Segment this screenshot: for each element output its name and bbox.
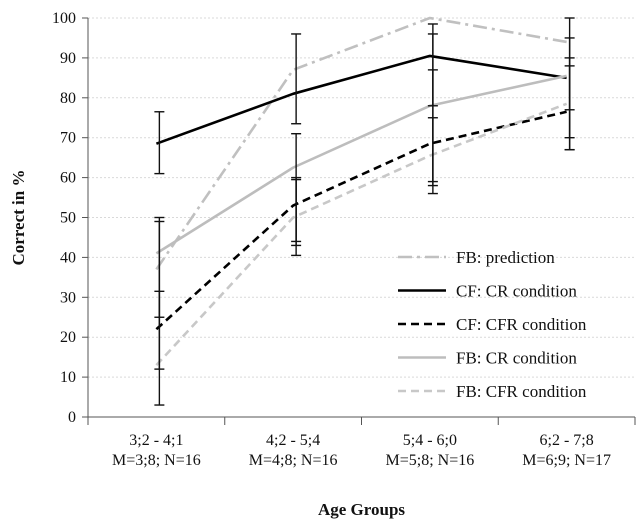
y-tick-label: 40	[60, 249, 76, 266]
x-tick-label: 5;4 - 6;0	[403, 432, 457, 449]
series-line-cf-cr-condition	[155, 54, 567, 145]
x-tick-sublabel: M=4;8; N=16	[249, 452, 338, 469]
y-axis-title: Correct in %	[9, 170, 28, 266]
x-tick-label: 3;2 - 4;1	[129, 432, 183, 449]
x-axis-title: Age Groups	[318, 500, 405, 519]
legend-label-cf-cr-condition: CF: CR condition	[456, 282, 577, 301]
series-line-fb-prediction	[155, 16, 567, 271]
series-line-fb-cr-condition	[155, 74, 567, 255]
y-tick-label: 30	[60, 289, 76, 306]
y-tick-label: 70	[60, 130, 76, 147]
x-tick-sublabel: M=6;9; N=17	[522, 452, 611, 469]
y-tick-label: 90	[60, 50, 76, 67]
error-bars	[154, 17, 575, 406]
y-tick-label: 60	[60, 170, 76, 187]
legend: FB: prediction CF: CR condition CF: CFR co…	[398, 248, 587, 401]
y-tick-label: 50	[60, 210, 76, 227]
y-tick-labels: 0 10 20 30 40 50 60 70 80 90 100	[52, 10, 76, 426]
legend-label-fb-cfr-condition: FB: CFR condition	[456, 382, 587, 401]
y-tick-label: 10	[60, 369, 76, 386]
x-tick-sublabel: M=5;8; N=16	[386, 452, 475, 469]
y-tick-label: 100	[52, 10, 76, 27]
axes	[82, 17, 636, 425]
legend-label-fb-prediction: FB: prediction	[456, 248, 555, 267]
series-line-fb-cfr-condition	[155, 102, 568, 367]
x-tick-sublabel: M=3;8; N=16	[112, 452, 201, 469]
x-tick-labels: 3;2 - 4;1 M=3;8; N=16 4;2 - 5;4 M=4;8; N=16…	[112, 432, 611, 469]
series-line-cf-cfr-condition	[155, 110, 567, 331]
legend-label-fb-cr-condition: FB: CR condition	[456, 349, 577, 368]
y-tick-label: 0	[68, 409, 76, 426]
legend-label-cf-cfr-condition: CF: CFR condition	[456, 315, 587, 334]
x-tick-label: 6;2 - 7;8	[540, 432, 594, 449]
x-tick-label: 4;2 - 5;4	[266, 432, 320, 449]
series-lines	[155, 16, 568, 367]
y-tick-label: 20	[60, 329, 76, 346]
y-tick-label: 80	[60, 90, 76, 107]
